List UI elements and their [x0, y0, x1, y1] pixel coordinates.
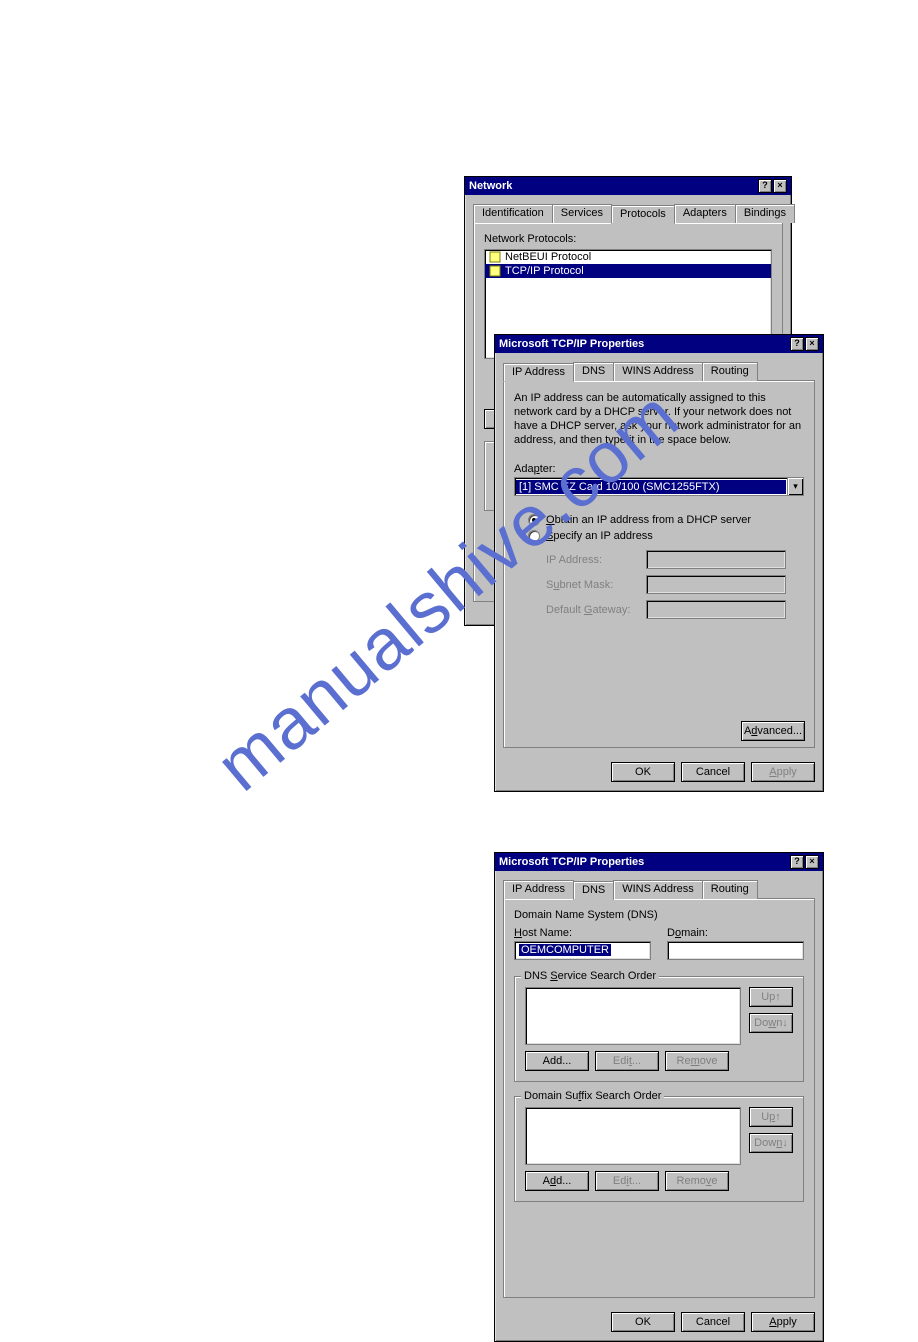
add-button[interactable]: Add... — [525, 1171, 589, 1191]
edit-button[interactable]: Edit... — [595, 1051, 659, 1071]
advanced-button[interactable]: Advanced... — [741, 721, 805, 741]
ok-button[interactable]: OK — [611, 1312, 675, 1332]
domain-suffix-list[interactable] — [525, 1107, 741, 1165]
list-item-label: NetBEUI Protocol — [505, 251, 591, 263]
help-button[interactable]: ? — [758, 179, 772, 193]
tcpip-dns-dialog: Microsoft TCP/IP Properties ? × IP Addre… — [494, 852, 824, 1342]
subnet-input — [646, 575, 786, 594]
tcpip-ip-pane: An IP address can be automatically assig… — [503, 380, 815, 748]
apply-button[interactable]: Apply — [751, 1312, 815, 1332]
edit-button[interactable]: Edit... — [595, 1171, 659, 1191]
host-label: Host Name: — [514, 927, 651, 939]
ip-input — [646, 550, 786, 569]
down-button[interactable]: Down↓ — [749, 1013, 793, 1033]
cancel-button[interactable]: Cancel — [681, 1312, 745, 1332]
network-title: Network — [469, 177, 512, 195]
network-titlebar: Network ? × — [465, 177, 791, 195]
tab-wins[interactable]: WINS Address — [613, 362, 703, 381]
subnet-label: Subnet Mask: — [546, 579, 646, 591]
down-button[interactable]: Down↓ — [749, 1133, 793, 1153]
tab-routing[interactable]: Routing — [702, 362, 758, 381]
dns-heading: Domain Name System (DNS) — [514, 909, 804, 921]
tcpip-dns-title: Microsoft TCP/IP Properties — [499, 853, 644, 871]
tab-ipaddress[interactable]: IP Address — [503, 880, 574, 899]
domain-suffix-title: Domain Suffix Search Order — [521, 1090, 664, 1102]
close-button[interactable]: × — [773, 179, 787, 193]
help-button[interactable]: ? — [790, 855, 804, 869]
radio-specify[interactable] — [528, 530, 540, 542]
dns-service-title: DNS Service Search Order — [521, 970, 659, 982]
radio-dhcp-row[interactable]: Obtain an IP address from a DHCP server — [528, 514, 804, 526]
domain-label: Domain: — [667, 927, 804, 939]
tab-services[interactable]: Services — [552, 204, 612, 223]
radio-specify-row[interactable]: Specify an IP address — [528, 530, 804, 542]
radio-dhcp-label: Obtain an IP address from a DHCP server — [546, 514, 751, 526]
tab-protocols[interactable]: Protocols — [611, 205, 675, 224]
close-button[interactable]: × — [805, 855, 819, 869]
radio-dhcp[interactable] — [528, 514, 540, 526]
list-item[interactable]: NetBEUI Protocol — [485, 250, 771, 264]
radio-specify-label: Specify an IP address — [546, 530, 653, 542]
protocol-icon — [489, 265, 501, 277]
list-item[interactable]: TCP/IP Protocol — [485, 264, 771, 278]
adapter-dropdown[interactable]: [1] SMC EZ Card 10/100 (SMC1255FTX) ▾ — [514, 477, 804, 496]
protocols-label: Network Protocols: — [484, 233, 772, 245]
dns-service-group: DNS Service Search Order Up↑ Down↓ Add..… — [514, 976, 804, 1082]
tcpip-ip-dialog: Microsoft TCP/IP Properties ? × IP Addre… — [494, 334, 824, 792]
adapter-label: Adapter: — [514, 463, 804, 475]
apply-button[interactable]: Apply — [751, 762, 815, 782]
tcpip-ip-tabs: IP Address DNS WINS Address Routing — [503, 361, 815, 380]
up-button[interactable]: Up↑ — [749, 987, 793, 1007]
tab-bindings[interactable]: Bindings — [735, 204, 795, 223]
dns-service-list[interactable] — [525, 987, 741, 1045]
gateway-label: Default Gateway: — [546, 604, 646, 616]
up-button[interactable]: Up↑ — [749, 1107, 793, 1127]
tab-adapters[interactable]: Adapters — [674, 204, 736, 223]
tab-wins[interactable]: WINS Address — [613, 880, 703, 899]
ip-label: IP Address: — [546, 554, 646, 566]
ip-button-row: OK Cancel Apply — [495, 756, 823, 790]
host-input[interactable]: OEMCOMPUTER — [514, 941, 651, 960]
adapter-value: [1] SMC EZ Card 10/100 (SMC1255FTX) — [516, 480, 786, 494]
remove-button[interactable]: Remove — [665, 1171, 729, 1191]
tcpip-dns-titlebar: Microsoft TCP/IP Properties ? × — [495, 853, 823, 871]
ok-button[interactable]: OK — [611, 762, 675, 782]
ip-intro-text: An IP address can be automatically assig… — [514, 391, 804, 447]
protocol-icon — [489, 251, 501, 263]
help-button[interactable]: ? — [790, 337, 804, 351]
remove-button[interactable]: Remove — [665, 1051, 729, 1071]
domain-suffix-group: Domain Suffix Search Order Up↑ Down↓ Add… — [514, 1096, 804, 1202]
list-item-label: TCP/IP Protocol — [505, 265, 584, 277]
dropdown-arrow-icon[interactable]: ▾ — [787, 478, 803, 495]
gateway-input — [646, 600, 786, 619]
tcpip-ip-titlebar: Microsoft TCP/IP Properties ? × — [495, 335, 823, 353]
tab-ipaddress[interactable]: IP Address — [503, 363, 574, 382]
tcpip-dns-tabs: IP Address DNS WINS Address Routing — [503, 879, 815, 898]
tab-dns[interactable]: DNS — [573, 362, 614, 381]
network-tabs: Identification Services Protocols Adapte… — [473, 203, 783, 222]
dns-button-row: OK Cancel Apply — [495, 1306, 823, 1340]
tab-identification[interactable]: Identification — [473, 204, 553, 223]
add-button[interactable]: Add... — [525, 1051, 589, 1071]
host-value: OEMCOMPUTER — [519, 944, 611, 956]
tab-dns[interactable]: DNS — [573, 881, 614, 900]
close-button[interactable]: × — [805, 337, 819, 351]
tcpip-ip-title: Microsoft TCP/IP Properties — [499, 335, 644, 353]
cancel-button[interactable]: Cancel — [681, 762, 745, 782]
tab-routing[interactable]: Routing — [702, 880, 758, 899]
domain-input[interactable] — [667, 941, 804, 960]
tcpip-dns-pane: Domain Name System (DNS) Host Name: OEMC… — [503, 898, 815, 1298]
